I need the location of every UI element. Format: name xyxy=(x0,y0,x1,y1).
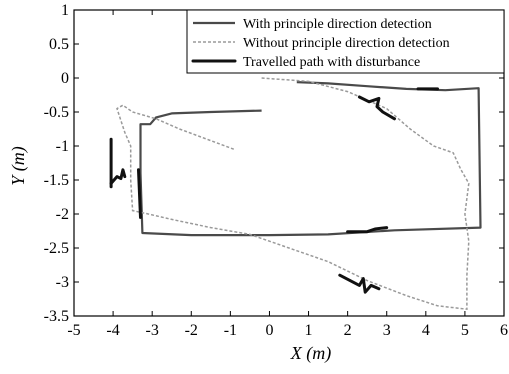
series-segment-3 xyxy=(346,226,389,234)
x-tick-label: -3 xyxy=(146,322,159,339)
x-tick-label: 0 xyxy=(265,322,273,339)
x-tick-label: -4 xyxy=(106,322,119,339)
y-tick-label: -2.5 xyxy=(44,240,69,257)
series-segment-3 xyxy=(357,95,396,121)
y-tick-label: 0 xyxy=(61,70,69,87)
series-group xyxy=(109,77,482,311)
series-segment-3 xyxy=(338,273,381,294)
y-tick-label: -3 xyxy=(56,274,69,291)
x-tick-label: -1 xyxy=(224,322,237,339)
legend-group: With principle direction detection Withou… xyxy=(186,9,505,74)
legend-label: With principle direction detection xyxy=(243,17,432,32)
y-axis-label: Y (m) xyxy=(8,146,29,186)
y-tick-label: 0.5 xyxy=(49,36,69,53)
x-tick-label: 3 xyxy=(383,322,391,339)
series-line-1 xyxy=(139,81,482,237)
legend-label: Without principle direction detection xyxy=(243,36,450,51)
y-tick-label: -2 xyxy=(56,206,69,223)
x-tick-label: -5 xyxy=(67,322,80,339)
x-tick-label: 2 xyxy=(344,322,352,339)
x-tick-label: 5 xyxy=(461,322,469,339)
series-line-2 xyxy=(116,77,470,311)
x-tick-label: 4 xyxy=(422,322,430,339)
y-tick-label: -1 xyxy=(56,138,69,155)
y-tick-label: -3.5 xyxy=(44,308,69,325)
y-tick-label: 1 xyxy=(61,2,69,19)
legend-box xyxy=(186,9,505,74)
x-axis-label: X (m) xyxy=(290,343,331,364)
x-tick-label: 1 xyxy=(305,322,313,339)
axes-group: -5 -4 -3 -2 -1 0 1 2 3 4 5 6 1 0.5 0 -0.5 -1 -1.5 -2 -2.5 -3… xyxy=(44,2,508,339)
y-tick-label: -0.5 xyxy=(44,104,69,121)
x-tick-label: -2 xyxy=(185,322,198,339)
series-segment-3 xyxy=(109,168,127,185)
legend-label: Travelled path with disturbance xyxy=(243,55,420,70)
x-tick-label: 6 xyxy=(500,322,508,339)
y-tick-label: -1.5 xyxy=(44,172,69,189)
series-segment-3 xyxy=(137,168,142,219)
